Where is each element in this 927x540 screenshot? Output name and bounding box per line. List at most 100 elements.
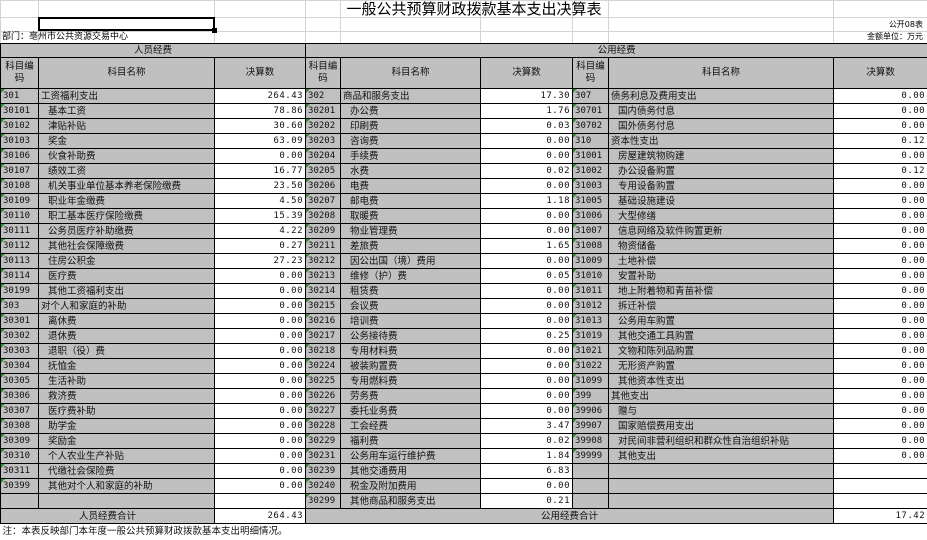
item-code[interactable]: 30107	[1, 164, 39, 179]
item-amount[interactable]: 0.00	[215, 299, 306, 314]
item-amount[interactable]: 0.00	[215, 314, 306, 329]
item-amount[interactable]: 30.60	[215, 119, 306, 134]
fill-handle[interactable]	[212, 28, 217, 33]
item-amount[interactable]: 0.00	[481, 299, 573, 314]
item-code[interactable]: 30226	[306, 389, 341, 404]
item-code[interactable]: 301	[1, 89, 39, 104]
item-code[interactable]: 31019	[573, 329, 609, 344]
item-code[interactable]: 30216	[306, 314, 341, 329]
item-name[interactable]: 个人农业生产补贴	[39, 449, 215, 464]
item-name[interactable]: 无形资产购置	[609, 359, 834, 374]
item-amount[interactable]: 0.00	[215, 434, 306, 449]
item-amount[interactable]: 0.00	[834, 224, 927, 239]
item-name[interactable]: 办公设备购置	[609, 164, 834, 179]
item-amount[interactable]: 0.00	[481, 389, 573, 404]
item-name[interactable]	[39, 494, 215, 509]
item-amount[interactable]: 4.22	[215, 224, 306, 239]
item-amount[interactable]: 0.00	[834, 434, 927, 449]
item-amount[interactable]: 1.84	[481, 449, 573, 464]
item-code[interactable]: 30306	[1, 389, 39, 404]
item-name[interactable]: 职工基本医疗保险缴费	[39, 209, 215, 224]
item-amount[interactable]: 0.00	[834, 149, 927, 164]
item-code[interactable]: 30209	[306, 224, 341, 239]
item-name[interactable]: 咨询费	[341, 134, 481, 149]
item-code[interactable]: 30108	[1, 179, 39, 194]
item-name[interactable]: 赠与	[609, 404, 834, 419]
item-name[interactable]: 印刷费	[341, 119, 481, 134]
item-name[interactable]: 培训费	[341, 314, 481, 329]
item-amount[interactable]: 0.00	[481, 149, 573, 164]
item-name[interactable]: 对个人和家庭的补助	[39, 299, 215, 314]
item-code[interactable]: 30399	[1, 479, 39, 494]
item-amount[interactable]: 0.00	[215, 419, 306, 434]
item-name[interactable]: 住房公积金	[39, 254, 215, 269]
item-amount[interactable]: 0.00	[834, 284, 927, 299]
item-name[interactable]: 资本性支出	[609, 134, 834, 149]
item-amount[interactable]: 0.03	[481, 119, 573, 134]
item-name[interactable]: 公务员医疗补助缴费	[39, 224, 215, 239]
item-amount[interactable]	[834, 494, 927, 509]
item-code[interactable]: 30304	[1, 359, 39, 374]
item-code[interactable]: 30303	[1, 344, 39, 359]
item-amount[interactable]: 0.00	[215, 149, 306, 164]
item-amount[interactable]: 0.00	[481, 134, 573, 149]
item-code[interactable]: 30305	[1, 374, 39, 389]
item-amount[interactable]: 0.12	[834, 164, 927, 179]
item-code[interactable]: 30239	[306, 464, 341, 479]
item-name[interactable]: 其他支出	[609, 449, 834, 464]
item-code[interactable]: 31005	[573, 194, 609, 209]
item-name[interactable]: 专用材料费	[341, 344, 481, 359]
item-amount[interactable]: 0.00	[215, 449, 306, 464]
item-amount[interactable]: 0.00	[834, 179, 927, 194]
item-amount[interactable]: 0.00	[834, 344, 927, 359]
item-name[interactable]: 其他资本性支出	[609, 374, 834, 389]
item-code[interactable]: 30199	[1, 284, 39, 299]
item-amount[interactable]: 0.00	[215, 374, 306, 389]
item-amount[interactable]: 0.00	[481, 344, 573, 359]
item-code[interactable]: 30228	[306, 419, 341, 434]
item-name[interactable]: 国内债务付息	[609, 104, 834, 119]
item-code[interactable]: 30224	[306, 359, 341, 374]
item-code[interactable]: 30231	[306, 449, 341, 464]
item-code[interactable]: 30211	[306, 239, 341, 254]
item-name[interactable]: 债务利息及费用支出	[609, 89, 834, 104]
item-code[interactable]: 30112	[1, 239, 39, 254]
item-amount[interactable]: 6.83	[481, 464, 573, 479]
item-code[interactable]: 30229	[306, 434, 341, 449]
item-amount[interactable]: 0.00	[834, 119, 927, 134]
item-amount[interactable]: 0.00	[481, 359, 573, 374]
item-name[interactable]: 奖金	[39, 134, 215, 149]
item-name[interactable]: 其他社会保障缴费	[39, 239, 215, 254]
item-code[interactable]: 31006	[573, 209, 609, 224]
item-name[interactable]: 其他工资福利支出	[39, 284, 215, 299]
item-amount[interactable]: 0.00	[481, 179, 573, 194]
item-code[interactable]: 30307	[1, 404, 39, 419]
item-amount[interactable]: 0.00	[215, 284, 306, 299]
item-name[interactable]: 地上附着物和青苗补偿	[609, 284, 834, 299]
item-amount[interactable]: 0.00	[215, 389, 306, 404]
item-code[interactable]: 31021	[573, 344, 609, 359]
item-name[interactable]: 福利费	[341, 434, 481, 449]
item-code[interactable]: 39999	[573, 449, 609, 464]
item-name[interactable]: 专用燃料费	[341, 374, 481, 389]
item-amount[interactable]: 3.47	[481, 419, 573, 434]
item-name[interactable]: 取暖费	[341, 209, 481, 224]
item-code[interactable]: 30103	[1, 134, 39, 149]
item-name[interactable]: 离休费	[39, 314, 215, 329]
item-code[interactable]: 30206	[306, 179, 341, 194]
item-amount[interactable]: 0.00	[481, 314, 573, 329]
item-name[interactable]: 维修（护）费	[341, 269, 481, 284]
item-name[interactable]: 其他对个人和家庭的补助	[39, 479, 215, 494]
item-amount[interactable]: 0.00	[215, 404, 306, 419]
item-amount[interactable]: 0.00	[834, 254, 927, 269]
item-code[interactable]	[573, 464, 609, 479]
item-amount[interactable]: 0.00	[834, 314, 927, 329]
item-name[interactable]: 国家赔偿费用支出	[609, 419, 834, 434]
item-code[interactable]: 30701	[573, 104, 609, 119]
item-code[interactable]: 30702	[573, 119, 609, 134]
item-code[interactable]: 39908	[573, 434, 609, 449]
item-code[interactable]: 30202	[306, 119, 341, 134]
item-code[interactable]: 30212	[306, 254, 341, 269]
item-code[interactable]: 30310	[1, 449, 39, 464]
item-amount[interactable]: 78.86	[215, 104, 306, 119]
